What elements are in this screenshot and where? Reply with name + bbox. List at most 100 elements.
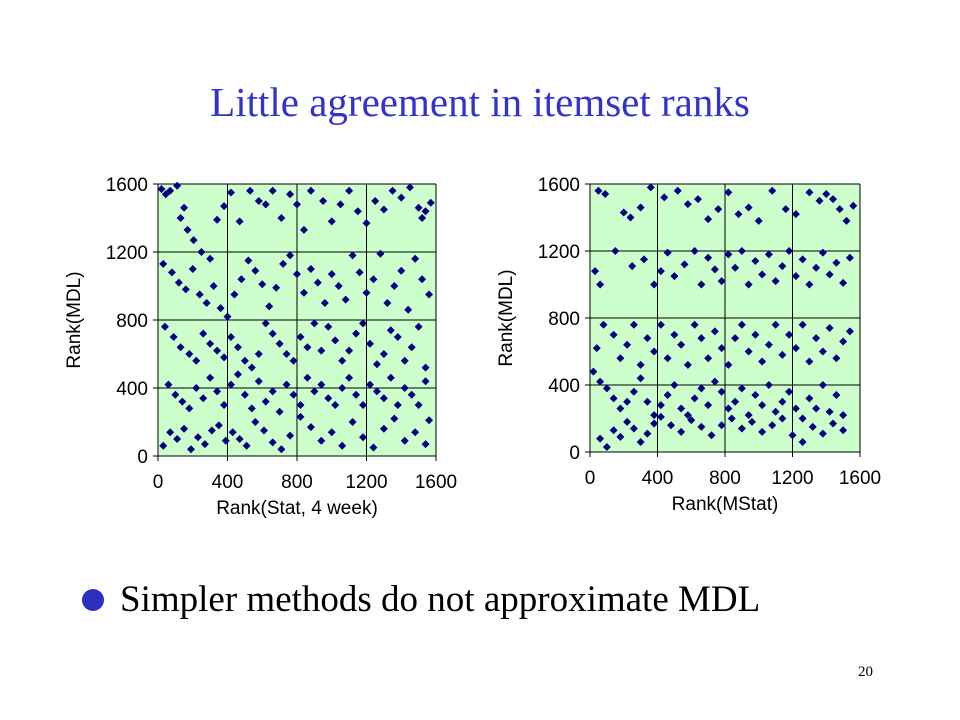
data-point [636,203,645,212]
data-point [230,290,239,299]
data-point [629,387,638,396]
bullet-text: Simpler methods do not approximate MDL [120,579,761,620]
data-point [594,186,603,195]
data-point [411,428,420,437]
data-point [596,280,605,289]
data-point [758,427,767,436]
data-point [805,394,814,403]
slide-title: Little agreement in itemset ranks [210,79,750,125]
data-point [778,262,787,271]
data-point [296,333,305,341]
data-point [405,183,414,192]
data-point [365,339,374,348]
data-point [331,401,340,409]
data-point [242,441,251,450]
data-point [670,330,679,339]
data-point [407,343,416,352]
data-point [268,387,277,396]
data-point [223,312,232,321]
data-point [319,197,328,205]
x-tick-label: 1200 [771,468,813,489]
bullet-dot-icon [82,588,104,611]
data-point [812,334,821,343]
scatter-chart-stat: 00 400 400 800 800 1200 1200 1600 1600 Rank(Stat,… [64,175,457,519]
data-point [731,263,740,272]
data-point [226,188,235,197]
data-point [176,343,185,352]
data-point [667,421,675,430]
data-point [202,299,211,307]
data-point [602,442,611,451]
data-point [737,424,746,433]
data-point [704,354,713,363]
data-point [418,275,427,284]
data-point [174,278,183,287]
data-point [818,429,827,438]
data-point [832,258,841,267]
data-point [697,422,706,431]
data-point [663,248,672,257]
data-point [261,200,270,209]
data-point [602,384,611,393]
data-point [771,320,780,329]
data-point [240,390,249,399]
data-point [829,419,837,428]
data-point [660,193,669,202]
x-tick-label: 1600 [839,468,881,489]
data-point [221,436,230,445]
data-point [609,426,618,435]
data-point [778,414,787,423]
data-point [160,322,169,331]
data-point [724,250,733,259]
data-point [690,320,699,329]
data-point [345,186,354,195]
data-point [650,419,659,428]
data-point [286,251,295,260]
data-point [744,347,753,356]
data-point [327,270,336,279]
data-point [176,214,185,222]
data-point [159,441,168,450]
data-point [839,426,848,435]
data-point [764,381,773,389]
data-point [798,320,807,329]
data-point [362,219,371,228]
data-point [214,421,223,430]
data-point [181,285,190,294]
data-point [697,334,706,343]
data-point [220,353,229,362]
data-point [277,214,286,222]
data-point [303,343,312,352]
data-point [400,384,409,392]
data-point [663,354,672,363]
data-point [303,373,312,382]
data-point [808,422,817,431]
x-axis-label: Rank(MStat) [672,494,779,515]
data-point [677,404,686,413]
data-point [724,188,733,197]
data-point [710,327,719,336]
data-point [240,356,249,365]
data-point [213,387,222,396]
data-point [235,435,244,443]
data-point [313,278,322,287]
data-point [161,190,170,199]
data-point [623,340,632,349]
data-point [348,251,357,260]
data-point [636,374,645,383]
data-point [376,249,385,258]
data-point [778,397,787,406]
data-point [338,441,347,450]
data-point [310,387,319,396]
data-point [365,380,374,389]
data-point [768,421,777,430]
y-tick-label: 1200 [106,243,148,264]
data-point [178,397,187,406]
data-point [400,436,409,445]
data-point [352,390,361,399]
data-point [656,401,665,410]
data-point [601,190,610,199]
data-point [623,417,632,426]
data-point [650,411,659,420]
data-point [226,333,235,341]
